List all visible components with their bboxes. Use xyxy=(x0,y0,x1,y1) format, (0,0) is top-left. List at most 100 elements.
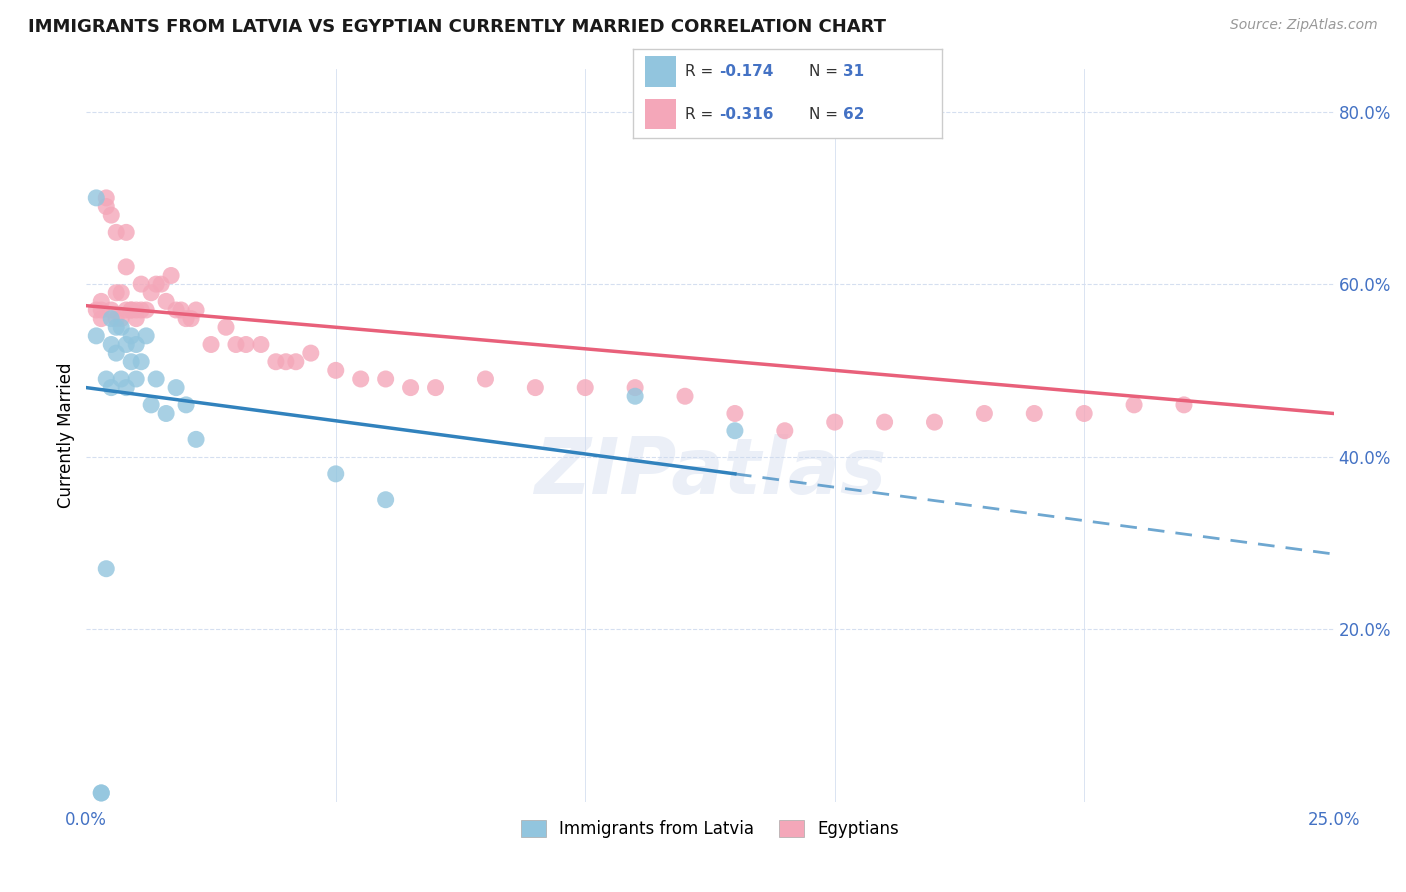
Point xyxy=(115,303,138,318)
Point xyxy=(120,303,142,318)
Point xyxy=(250,337,273,351)
Text: 62: 62 xyxy=(844,107,865,121)
Point xyxy=(135,329,157,343)
Point xyxy=(180,311,202,326)
Point xyxy=(125,337,148,351)
Point xyxy=(129,303,152,318)
Point xyxy=(150,277,173,292)
Point xyxy=(141,398,163,412)
Point xyxy=(115,381,138,395)
Point xyxy=(100,381,122,395)
Point xyxy=(924,415,946,429)
Point xyxy=(873,415,896,429)
Point xyxy=(110,320,132,334)
Point xyxy=(165,381,187,395)
Point xyxy=(145,372,167,386)
Point xyxy=(141,285,163,300)
Point xyxy=(225,337,247,351)
Point xyxy=(105,320,128,334)
Point xyxy=(84,191,107,205)
Point xyxy=(115,260,138,274)
Point xyxy=(184,433,207,447)
Point xyxy=(100,208,122,222)
Point xyxy=(105,311,128,326)
Point xyxy=(1024,407,1046,421)
Point xyxy=(1073,407,1095,421)
Bar xyxy=(645,99,676,129)
Point xyxy=(90,303,112,318)
Point xyxy=(96,562,118,576)
Point xyxy=(724,424,747,438)
Text: R =: R = xyxy=(685,64,718,78)
Point xyxy=(84,329,107,343)
Text: 31: 31 xyxy=(844,64,865,78)
Point xyxy=(145,277,167,292)
Text: ZIPatlas: ZIPatlas xyxy=(534,434,886,509)
Point xyxy=(110,372,132,386)
Text: Source: ZipAtlas.com: Source: ZipAtlas.com xyxy=(1230,18,1378,32)
Point xyxy=(215,320,238,334)
Point xyxy=(200,337,222,351)
Point xyxy=(174,398,197,412)
Point xyxy=(350,372,373,386)
Point xyxy=(125,303,148,318)
Point xyxy=(284,355,307,369)
Point xyxy=(90,786,112,800)
Point xyxy=(624,389,647,403)
Point xyxy=(155,407,177,421)
Point xyxy=(125,311,148,326)
Point xyxy=(129,355,152,369)
Point xyxy=(474,372,496,386)
Point xyxy=(100,303,122,318)
Point xyxy=(135,303,157,318)
Y-axis label: Currently Married: Currently Married xyxy=(58,362,75,508)
Point xyxy=(824,415,846,429)
Point xyxy=(155,294,177,309)
Point xyxy=(184,303,207,318)
Point xyxy=(96,372,118,386)
Point xyxy=(120,329,142,343)
Point xyxy=(96,200,118,214)
Point xyxy=(773,424,796,438)
Point xyxy=(673,389,696,403)
Point xyxy=(110,311,132,326)
Text: -0.174: -0.174 xyxy=(720,64,773,78)
Point xyxy=(374,492,396,507)
Point xyxy=(125,372,148,386)
Point xyxy=(325,363,347,377)
Point xyxy=(973,407,995,421)
Point xyxy=(724,407,747,421)
Text: -0.316: -0.316 xyxy=(720,107,773,121)
Point xyxy=(235,337,257,351)
Text: N =: N = xyxy=(808,107,842,121)
Point xyxy=(115,337,138,351)
Point xyxy=(96,191,118,205)
Point xyxy=(129,277,152,292)
Point xyxy=(174,311,197,326)
Point xyxy=(425,381,447,395)
Point xyxy=(170,303,193,318)
Point xyxy=(624,381,647,395)
Point xyxy=(264,355,287,369)
Point xyxy=(105,346,128,360)
Bar xyxy=(645,56,676,87)
Point xyxy=(115,226,138,240)
Text: IMMIGRANTS FROM LATVIA VS EGYPTIAN CURRENTLY MARRIED CORRELATION CHART: IMMIGRANTS FROM LATVIA VS EGYPTIAN CURRE… xyxy=(28,18,886,36)
Point xyxy=(90,311,112,326)
Point xyxy=(90,294,112,309)
Point xyxy=(1123,398,1146,412)
Point xyxy=(105,226,128,240)
Point xyxy=(524,381,547,395)
Point xyxy=(90,786,112,800)
Point xyxy=(574,381,596,395)
Point xyxy=(165,303,187,318)
Point xyxy=(120,355,142,369)
Point xyxy=(110,285,132,300)
Point xyxy=(299,346,322,360)
Point xyxy=(105,285,128,300)
Point xyxy=(374,372,396,386)
Point xyxy=(120,303,142,318)
Point xyxy=(84,303,107,318)
Legend: Immigrants from Latvia, Egyptians: Immigrants from Latvia, Egyptians xyxy=(515,813,905,845)
Point xyxy=(100,311,122,326)
